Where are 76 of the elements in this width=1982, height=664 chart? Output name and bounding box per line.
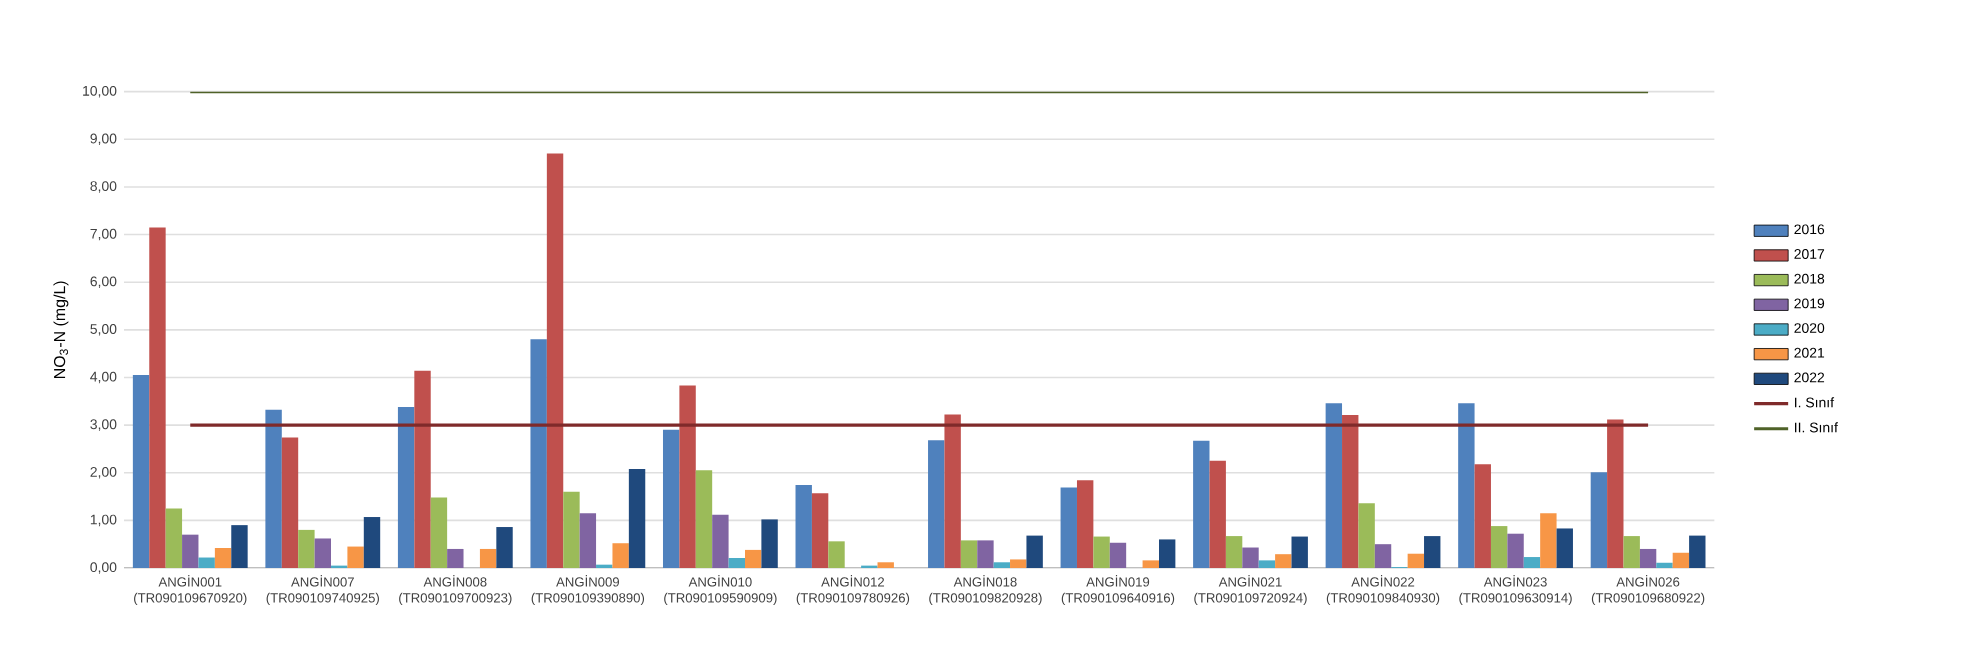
bar <box>1672 552 1690 568</box>
bar <box>182 534 199 568</box>
bar <box>1060 487 1077 568</box>
bar <box>1209 460 1226 568</box>
bar <box>612 543 629 568</box>
bar <box>563 491 580 568</box>
bar <box>149 227 166 568</box>
bar <box>1507 533 1524 568</box>
bar <box>281 437 299 568</box>
bar <box>1607 419 1624 568</box>
bar <box>1358 503 1375 568</box>
bar <box>1374 544 1392 568</box>
bar <box>1623 536 1640 568</box>
bar <box>479 548 497 568</box>
bar <box>1242 547 1259 568</box>
bar <box>1093 536 1110 568</box>
bar <box>1325 403 1343 568</box>
bar <box>1109 542 1127 568</box>
bar <box>828 541 845 568</box>
bar <box>430 497 448 568</box>
bar <box>1689 535 1706 568</box>
bar <box>530 339 547 568</box>
bar <box>447 548 464 568</box>
bar <box>944 414 961 568</box>
bar <box>795 485 812 568</box>
bar <box>496 527 513 568</box>
bar <box>314 538 331 568</box>
bar <box>1258 560 1276 568</box>
bar <box>397 407 415 568</box>
bar <box>1556 528 1573 568</box>
bar <box>198 557 215 568</box>
bar <box>231 525 248 568</box>
bar <box>265 409 282 568</box>
bar <box>214 547 232 568</box>
bar <box>928 440 945 568</box>
bar <box>1458 403 1475 568</box>
bar <box>662 429 680 568</box>
bar <box>1540 513 1557 568</box>
bar <box>695 470 713 568</box>
bar <box>1225 536 1243 568</box>
bar <box>1639 548 1657 568</box>
bar <box>1010 559 1027 568</box>
bar <box>579 513 597 568</box>
bar <box>1142 560 1159 568</box>
bar <box>628 468 646 568</box>
bar <box>414 370 431 568</box>
bar <box>165 508 183 568</box>
bar <box>132 375 150 568</box>
bar <box>811 493 829 568</box>
bar <box>977 540 994 568</box>
bar <box>1076 480 1094 568</box>
bar <box>728 558 745 568</box>
bar <box>744 549 762 568</box>
bar <box>1474 464 1491 568</box>
bar <box>1656 562 1673 568</box>
bar <box>546 153 564 568</box>
bar <box>960 540 978 568</box>
bar <box>1158 539 1176 568</box>
bar <box>1490 526 1508 568</box>
bar <box>1424 536 1441 568</box>
bar <box>993 562 1011 568</box>
bar <box>298 529 315 568</box>
bar <box>712 514 729 568</box>
bar <box>1590 472 1608 568</box>
bar <box>1275 554 1292 568</box>
bar <box>1291 536 1308 568</box>
bar <box>1523 557 1541 568</box>
bar <box>363 517 381 568</box>
bar <box>1407 553 1425 568</box>
bar <box>347 546 364 568</box>
bar <box>1026 535 1043 568</box>
bar <box>679 385 696 568</box>
bar <box>1342 415 1359 568</box>
bar <box>877 562 894 568</box>
bar <box>761 519 778 568</box>
bar <box>1193 440 1210 568</box>
